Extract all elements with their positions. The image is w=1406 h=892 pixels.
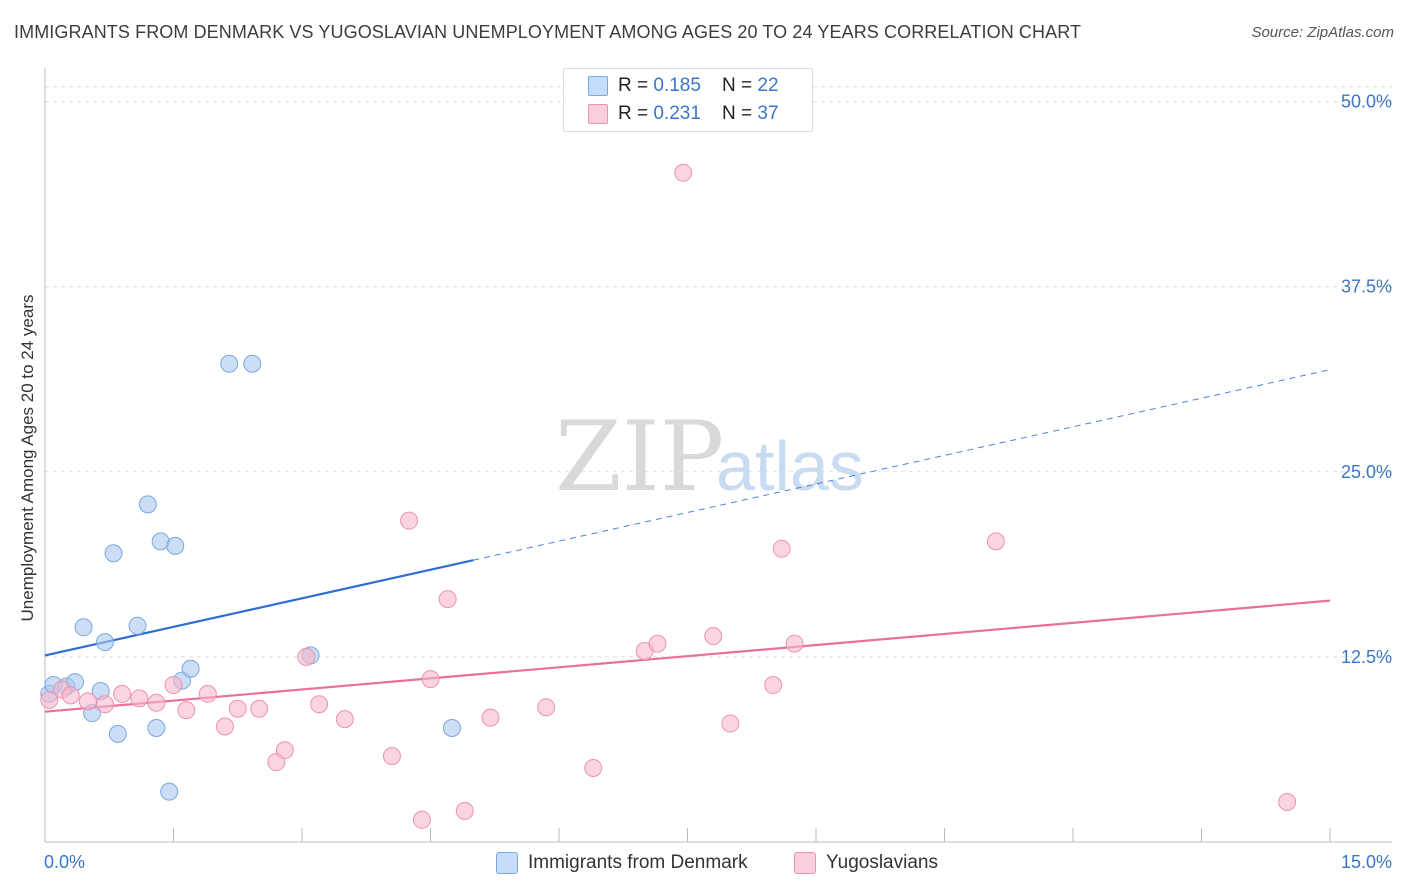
denmark-point (220, 354, 239, 373)
yugoslavians-point (198, 684, 217, 703)
yugoslavians-point (215, 717, 234, 736)
x-tick-label-max: 15.0% (1340, 852, 1392, 872)
yugoslavians-point (537, 698, 556, 717)
denmark-legend-swatch (496, 852, 518, 874)
trend-line-solid (44, 599, 1331, 713)
yugoslavians-point (412, 810, 431, 829)
series-legend: Immigrants from Denmark Yugoslavians (0, 852, 1406, 878)
yugoslavians-point (275, 741, 294, 760)
denmark-point (181, 659, 200, 678)
yugoslavians-point (421, 670, 440, 689)
yugoslavians-point (986, 532, 1005, 551)
yugoslavians-point (455, 801, 474, 820)
r-value-yugoslavians: 0.231 (653, 103, 701, 124)
y-tick-label: 37.5% (1341, 277, 1392, 297)
denmark-point (95, 633, 114, 652)
yugoslavians-point (130, 689, 149, 708)
yugoslavians-point (400, 511, 419, 530)
denmark-point (160, 782, 179, 801)
yugoslavians-point (721, 714, 740, 733)
denmark-point (108, 724, 127, 743)
yugoslavians-point (648, 634, 667, 653)
yugoslavians-point (764, 676, 783, 695)
r-label: R = (618, 103, 654, 124)
yugoslavians-point (228, 699, 247, 718)
yugoslavians-point (40, 690, 59, 709)
yugoslavians-point (335, 710, 354, 729)
denmark-swatch (588, 76, 608, 96)
watermark-zip: ZIP (555, 401, 724, 513)
stats-legend: R = 0.185 N = 22 R = 0.231 N = 37 (563, 68, 813, 132)
n-label: N = (722, 103, 758, 124)
denmark-point (166, 536, 185, 555)
n-value-yugoslavians: 37 (757, 103, 779, 124)
yugoslavians-point (177, 701, 196, 720)
stats-legend-row-denmark: R = 0.185 N = 22 (588, 73, 779, 99)
yugoslavians-point (113, 684, 132, 703)
yugoslavians-point (147, 693, 166, 712)
r-label: R = (618, 75, 654, 96)
legend-label-yugoslavians: Yugoslavians (826, 852, 938, 873)
yugoslavians-point (1278, 793, 1297, 812)
r-value-denmark: 0.185 (653, 75, 701, 96)
y-tick-label: 50.0% (1341, 92, 1392, 112)
x-tick-label-min: 0.0% (44, 852, 86, 872)
y-tick-label: 12.5% (1341, 647, 1392, 667)
yugoslavians-legend-swatch (794, 852, 816, 874)
n-value-denmark: 22 (757, 75, 779, 96)
denmark-point (138, 495, 157, 514)
watermark-atlas: atlas (716, 427, 864, 505)
n-label: N = (722, 75, 758, 96)
denmark-point (128, 616, 147, 635)
trend-line-solid (44, 559, 474, 657)
y-tick-label: 25.0% (1341, 462, 1392, 482)
denmark-point (74, 618, 93, 637)
legend-item-yugoslavians: Yugoslavians (794, 852, 938, 874)
yugoslavians-point (382, 747, 401, 766)
yugoslavians-swatch (588, 104, 608, 124)
legend-item-denmark: Immigrants from Denmark (496, 852, 748, 874)
denmark-point (104, 544, 123, 563)
yugoslavians-point (310, 695, 329, 714)
yugoslavians-point (95, 695, 114, 714)
stats-legend-row-yugoslavians: R = 0.231 N = 37 (588, 101, 779, 127)
yugoslavians-point (704, 627, 723, 646)
legend-label-denmark: Immigrants from Denmark (528, 852, 748, 873)
chart-title: IMMIGRANTS FROM DENMARK VS YUGOSLAVIAN U… (14, 22, 1082, 42)
denmark-point (442, 718, 461, 737)
yugoslavians-point (61, 686, 80, 705)
denmark-point (147, 718, 166, 737)
denmark-point (243, 354, 262, 373)
yugoslavians-point (772, 539, 791, 558)
yugoslavians-point (250, 699, 269, 718)
yugoslavians-point (481, 708, 500, 727)
yugoslavians-point (674, 163, 693, 182)
yugoslavians-point (78, 692, 97, 711)
source-label: Source: ZipAtlas.com (1251, 24, 1394, 41)
yugoslavians-point (584, 758, 603, 777)
yugoslavians-point (297, 647, 316, 666)
trend-line-dashed (473, 369, 1331, 561)
yugoslavians-point (164, 676, 183, 695)
yugoslavians-point (438, 590, 457, 609)
yugoslavians-point (785, 634, 804, 653)
